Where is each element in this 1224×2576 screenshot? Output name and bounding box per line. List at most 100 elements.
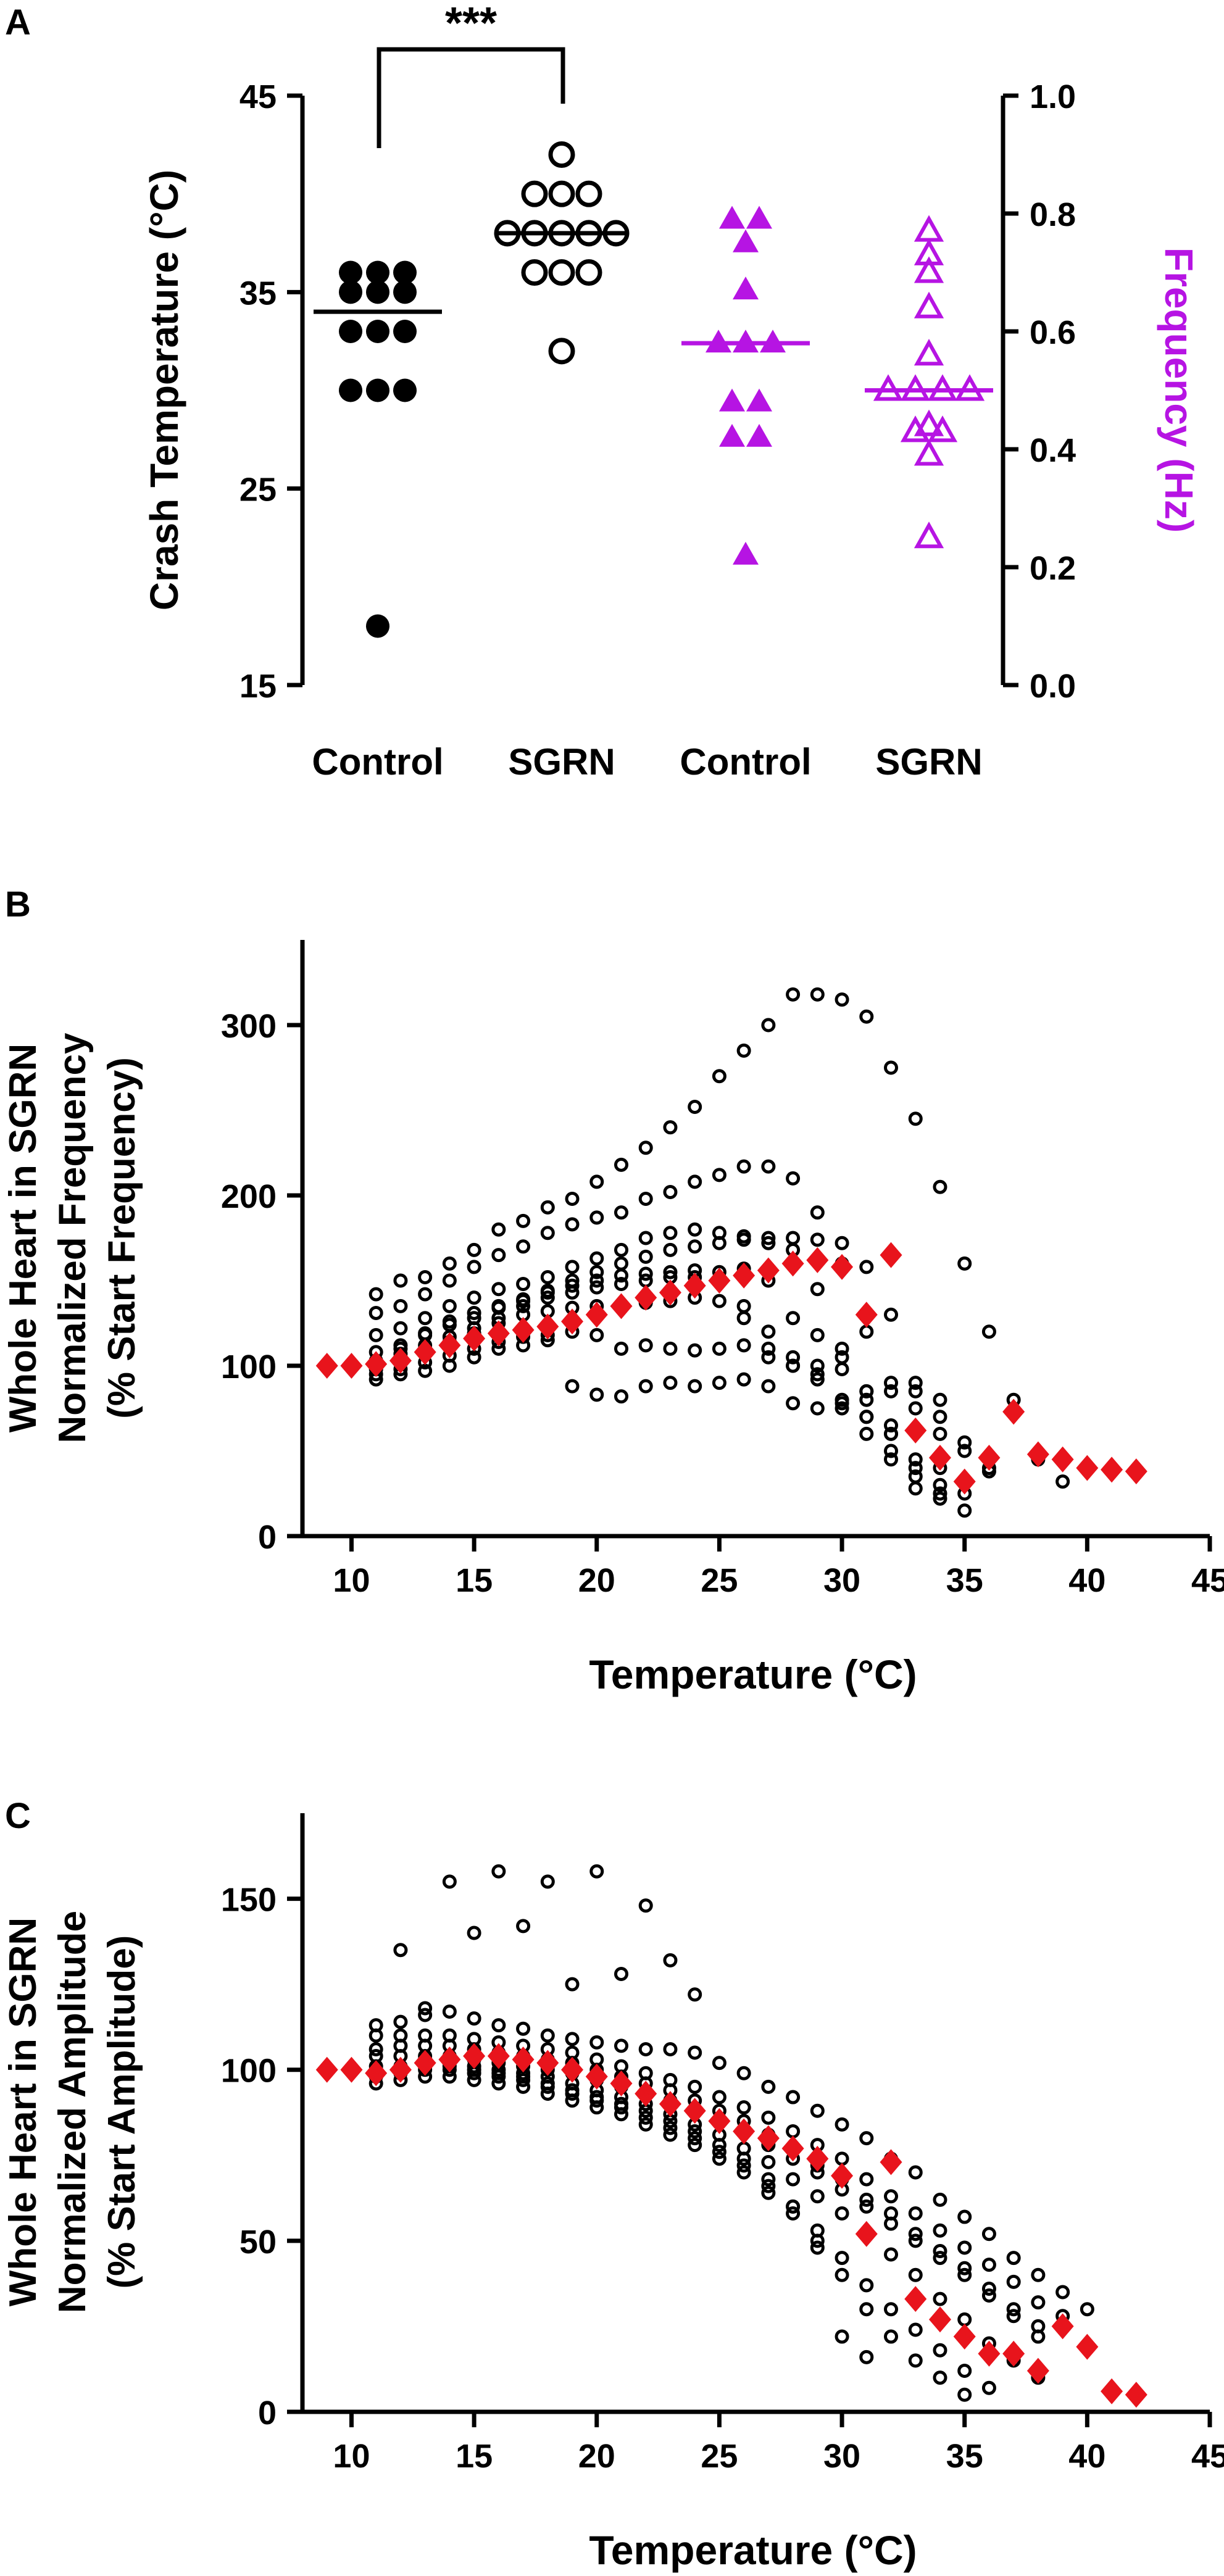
- individual-data-point: [859, 1260, 874, 1274]
- mean-data-point: [1101, 1456, 1123, 1483]
- individual-data-point: [516, 1298, 531, 1313]
- individual-data-point: [908, 1376, 923, 1390]
- panel-a-data-point: [719, 423, 745, 447]
- mean-data-point: [683, 2098, 706, 2124]
- individual-data-point: [565, 1260, 580, 1274]
- panel-a-left-tick-label: 35: [239, 275, 277, 312]
- individual-data-point: [516, 1919, 531, 1934]
- panel-a-data-point: [733, 276, 759, 300]
- individual-data-point: [859, 1410, 874, 1424]
- individual-data-point: [688, 2045, 702, 2060]
- panel-a-right-tick-label: 0.8: [1030, 196, 1076, 233]
- individual-data-point: [565, 1217, 580, 1232]
- individual-data-point: [810, 1367, 825, 1382]
- individual-data-point: [614, 1268, 628, 1283]
- individual-data-point: [491, 2018, 506, 2033]
- individual-data-point: [418, 1311, 433, 1326]
- individual-data-point: [589, 1864, 604, 1879]
- individual-data-point: [884, 1307, 899, 1322]
- panel-a-left-axis-label: Crash Temperature (°C): [142, 170, 186, 610]
- individual-data-point: [393, 1298, 408, 1313]
- individual-data-point: [712, 2056, 726, 2071]
- mean-data-point: [880, 2149, 902, 2175]
- individual-data-point: [589, 2090, 604, 2104]
- individual-data-point: [712, 2138, 726, 2153]
- individual-data-point: [491, 1864, 506, 1879]
- individual-data-point: [540, 2028, 555, 2043]
- individual-data-point: [688, 1174, 702, 1189]
- individual-data-point: [688, 1099, 702, 1114]
- mean-data-point: [1026, 2358, 1049, 2384]
- panel-a-data-point: [548, 259, 575, 286]
- individual-data-point: [786, 2124, 801, 2138]
- panel-a-data-point: [521, 259, 548, 286]
- panel-a-data-point: [914, 439, 944, 466]
- panel-label-b: B: [5, 884, 31, 924]
- individual-data-point: [712, 2145, 726, 2159]
- panel-a-data-point: [339, 378, 362, 402]
- individual-data-point: [908, 1111, 923, 1126]
- mean-data-point: [635, 2080, 657, 2107]
- panel-a: A 15 25 35 45 0.0 0.2 0.4 0.6 0.8 1.0 Crash Temp…: [5, 0, 1201, 783]
- individual-data-point: [859, 1426, 874, 1441]
- individual-data-point: [761, 1379, 776, 1394]
- individual-data-point: [516, 1213, 531, 1228]
- y-tick-label: 100: [221, 2053, 277, 2090]
- individual-data-point: [957, 2267, 972, 2282]
- individual-data-point: [908, 1452, 923, 1467]
- individual-data-point: [442, 2004, 457, 2019]
- individual-data-point: [663, 1184, 678, 1199]
- y-tick-label: 50: [239, 2224, 277, 2261]
- individual-data-point: [859, 2302, 874, 2317]
- individual-data-point: [638, 1249, 653, 1264]
- individual-data-point: [418, 2008, 433, 2022]
- mean-data-point: [585, 2063, 608, 2090]
- individual-data-point: [442, 1256, 457, 1271]
- individual-data-point: [908, 2165, 923, 2180]
- individual-data-point: [933, 2343, 947, 2358]
- individual-data-point: [761, 1159, 776, 1174]
- individual-data-point: [565, 1192, 580, 1207]
- individual-data-point: [786, 1171, 801, 1186]
- mean-data-point: [781, 1250, 804, 1277]
- individual-data-point: [957, 1256, 972, 1271]
- individual-data-point: [712, 2151, 726, 2166]
- mean-data-point: [1002, 2340, 1025, 2367]
- individual-data-point: [884, 1418, 899, 1433]
- panel-a-data-point: [719, 388, 745, 412]
- individual-data-point: [810, 1232, 825, 1247]
- individual-data-point: [688, 2079, 702, 2094]
- individual-data-point: [736, 2158, 751, 2173]
- individual-data-point: [786, 1396, 801, 1411]
- individual-data-point: [368, 1305, 383, 1320]
- individual-data-point: [614, 2096, 628, 2111]
- individual-data-point: [786, 2090, 801, 2104]
- individual-data-point: [810, 987, 825, 1002]
- individual-data-point: [393, 2014, 408, 2029]
- panel-a-data-point: [746, 206, 772, 229]
- individual-data-point: [835, 2267, 849, 2282]
- x-tick-label: 10: [333, 2438, 370, 2475]
- panel-a-data-point: [393, 320, 417, 343]
- individual-data-point: [884, 2302, 899, 2317]
- individual-data-point: [884, 2216, 899, 2231]
- individual-data-point: [638, 1192, 653, 1207]
- mean-data-point: [389, 1347, 412, 1374]
- individual-data-point: [688, 1987, 702, 2002]
- individual-data-point: [957, 2240, 972, 2255]
- mean-data-point: [806, 2145, 829, 2172]
- individual-data-point: [540, 1290, 555, 1305]
- individual-data-point: [614, 1205, 628, 1220]
- individual-data-point: [884, 1376, 899, 1390]
- individual-data-point: [589, 1210, 604, 1225]
- individual-data-point: [589, 1265, 604, 1279]
- individual-data-point: [565, 1285, 580, 1300]
- individual-data-point: [761, 2185, 776, 2200]
- panel-a-category-label: Control: [312, 741, 443, 783]
- panel-label-a: A: [5, 2, 31, 43]
- individual-data-point: [688, 1239, 702, 1254]
- individual-data-point: [688, 2131, 702, 2146]
- individual-data-point: [589, 1387, 604, 1402]
- individual-data-point: [981, 2227, 996, 2242]
